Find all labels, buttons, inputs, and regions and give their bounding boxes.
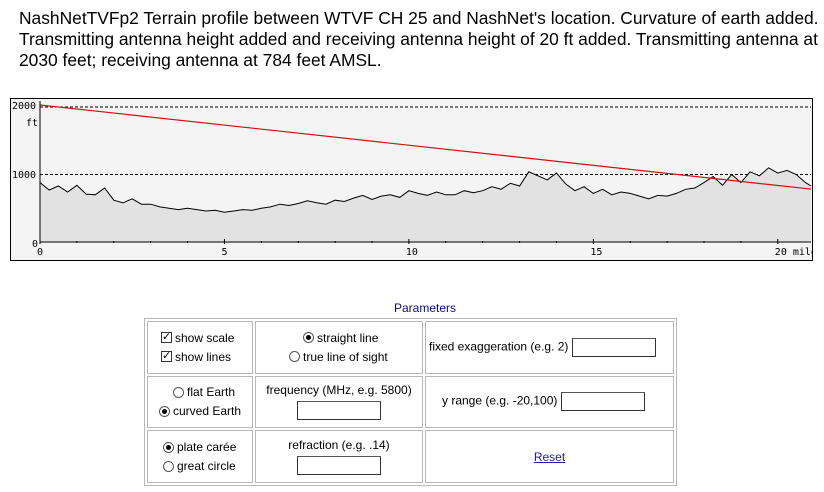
line-type-cell: straight line true line of sight <box>255 321 423 374</box>
frequency-input[interactable] <box>297 401 381 421</box>
parameters-table: show scale show lines straight line true… <box>144 318 677 486</box>
frequency-cell: frequency (MHz, e.g. 5800) <box>255 375 423 429</box>
x-tick-label-10: 10 <box>406 247 418 258</box>
flat-earth-radio[interactable] <box>173 386 184 398</box>
y-range-label: y range (e.g. -20,100) <box>442 394 558 409</box>
fixed-exaggeration-input[interactable] <box>571 337 656 357</box>
curved-earth-radio[interactable] <box>159 405 170 417</box>
plate-caree-label: plate carée <box>177 440 237 455</box>
show-scale-checkbox[interactable] <box>161 330 172 344</box>
x-tick-label-0: 0 <box>37 247 43 258</box>
exaggeration-cell: fixed exaggeration (e.g. 2) <box>425 321 674 374</box>
straight-line-label: straight line <box>317 330 379 345</box>
flat-earth-label: flat Earth <box>187 385 236 400</box>
true-line-of-sight-radio[interactable] <box>289 351 300 363</box>
frequency-label: frequency (MHz, e.g. 5800) <box>266 383 412 398</box>
y-label-1000: 1000 <box>12 170 36 181</box>
great-circle-radio[interactable] <box>163 460 174 472</box>
straight-line-radio[interactable] <box>303 332 314 344</box>
x-tick-label-20: 20 miles <box>775 247 812 258</box>
line-of-sight <box>39 104 812 190</box>
parameters-title: Parameters <box>393 301 457 315</box>
y-unit-label: ft <box>26 118 38 129</box>
x-tick-label-5: 5 <box>221 247 227 258</box>
reset-cell: Reset <box>425 430 674 483</box>
great-circle-label: great circle <box>177 459 236 474</box>
show-scale-label: show scale <box>175 330 235 345</box>
x-tick-label-15: 15 <box>590 247 602 258</box>
show-lines-checkbox[interactable] <box>161 349 172 363</box>
refraction-input[interactable] <box>297 456 381 476</box>
y-label-0: 0 <box>32 239 38 250</box>
terrain-profile-svg: 2000 ft 1000 0 0 5 10 15 20 miles <box>12 101 812 258</box>
reset-link[interactable]: Reset <box>533 449 566 464</box>
terrain-fill <box>40 167 811 242</box>
terrain-profile-chart: 2000 ft 1000 0 0 5 10 15 20 miles <box>10 98 813 261</box>
y-range-cell: y range (e.g. -20,100) <box>425 375 674 429</box>
true-line-of-sight-label: true line of sight <box>303 349 388 364</box>
scale-options-cell: show scale show lines <box>147 321 253 374</box>
projection-cell: plate carée great circle <box>147 430 253 483</box>
terrain-line <box>39 167 812 213</box>
refraction-cell: refraction (e.g. .14) <box>255 430 423 483</box>
refraction-label: refraction (e.g. .14) <box>288 438 390 453</box>
y-range-input[interactable] <box>560 392 645 412</box>
fixed-exaggeration-label: fixed exaggeration (e.g. 2) <box>429 339 569 354</box>
earth-model-cell: flat Earth curved Earth <box>147 375 253 429</box>
y-label-2000: 2000 <box>12 101 36 112</box>
show-lines-label: show lines <box>175 349 232 364</box>
curved-earth-label: curved Earth <box>173 404 242 419</box>
page-caption: NashNetTVFp2 Terrain profile between WTV… <box>19 8 819 70</box>
plate-caree-radio[interactable] <box>163 441 174 453</box>
